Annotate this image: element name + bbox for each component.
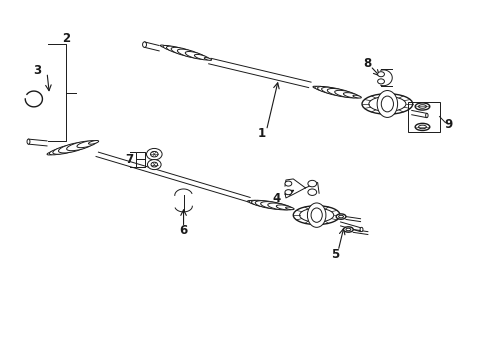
Ellipse shape bbox=[88, 140, 99, 144]
Circle shape bbox=[150, 152, 158, 157]
Text: 5: 5 bbox=[330, 248, 338, 261]
Ellipse shape bbox=[338, 215, 343, 218]
Ellipse shape bbox=[255, 201, 281, 208]
Text: 9: 9 bbox=[443, 118, 451, 131]
Ellipse shape bbox=[418, 125, 426, 129]
Ellipse shape bbox=[194, 54, 208, 60]
Ellipse shape bbox=[276, 205, 292, 210]
Ellipse shape bbox=[49, 148, 69, 155]
Ellipse shape bbox=[414, 123, 429, 131]
Circle shape bbox=[285, 190, 291, 195]
Ellipse shape bbox=[27, 139, 30, 144]
Ellipse shape bbox=[185, 51, 205, 59]
Ellipse shape bbox=[204, 58, 211, 60]
Text: 8: 8 bbox=[363, 57, 371, 70]
Text: 4: 4 bbox=[271, 192, 280, 205]
Ellipse shape bbox=[368, 96, 405, 112]
Ellipse shape bbox=[260, 202, 286, 210]
Ellipse shape bbox=[376, 90, 397, 117]
Text: 3: 3 bbox=[33, 64, 41, 77]
Text: 6: 6 bbox=[179, 224, 187, 238]
Ellipse shape bbox=[343, 93, 359, 98]
Ellipse shape bbox=[163, 45, 177, 51]
Ellipse shape bbox=[77, 141, 96, 148]
Ellipse shape bbox=[310, 208, 322, 222]
Circle shape bbox=[377, 79, 384, 84]
Ellipse shape bbox=[317, 86, 339, 94]
Ellipse shape bbox=[414, 103, 429, 110]
Text: 7: 7 bbox=[124, 153, 133, 166]
Ellipse shape bbox=[312, 86, 321, 89]
Circle shape bbox=[307, 189, 316, 195]
Ellipse shape bbox=[326, 89, 352, 97]
Circle shape bbox=[151, 162, 157, 167]
Ellipse shape bbox=[247, 201, 256, 203]
Ellipse shape bbox=[335, 214, 345, 219]
Ellipse shape bbox=[299, 208, 333, 222]
Ellipse shape bbox=[142, 42, 146, 48]
Ellipse shape bbox=[53, 145, 79, 154]
Ellipse shape bbox=[248, 200, 265, 205]
Ellipse shape bbox=[345, 228, 350, 231]
Ellipse shape bbox=[177, 49, 201, 58]
Ellipse shape bbox=[251, 200, 273, 207]
Ellipse shape bbox=[361, 94, 412, 114]
Circle shape bbox=[146, 148, 162, 160]
Ellipse shape bbox=[307, 203, 325, 227]
Ellipse shape bbox=[285, 207, 294, 210]
Ellipse shape bbox=[59, 143, 87, 153]
Ellipse shape bbox=[352, 95, 361, 98]
Circle shape bbox=[285, 181, 291, 186]
Ellipse shape bbox=[334, 90, 356, 98]
Ellipse shape bbox=[267, 203, 289, 210]
Ellipse shape bbox=[418, 105, 426, 108]
Ellipse shape bbox=[343, 227, 352, 232]
Ellipse shape bbox=[66, 141, 93, 151]
Circle shape bbox=[377, 72, 384, 77]
Ellipse shape bbox=[359, 227, 362, 231]
Ellipse shape bbox=[314, 86, 330, 92]
Text: 2: 2 bbox=[62, 32, 70, 45]
Circle shape bbox=[307, 180, 316, 187]
Ellipse shape bbox=[425, 113, 427, 118]
Ellipse shape bbox=[47, 151, 57, 155]
Ellipse shape bbox=[321, 87, 346, 96]
Ellipse shape bbox=[293, 206, 339, 225]
Ellipse shape bbox=[381, 96, 393, 112]
Ellipse shape bbox=[171, 47, 194, 56]
Text: 1: 1 bbox=[257, 127, 265, 140]
Ellipse shape bbox=[166, 46, 186, 54]
Ellipse shape bbox=[160, 45, 167, 48]
Circle shape bbox=[147, 159, 161, 170]
